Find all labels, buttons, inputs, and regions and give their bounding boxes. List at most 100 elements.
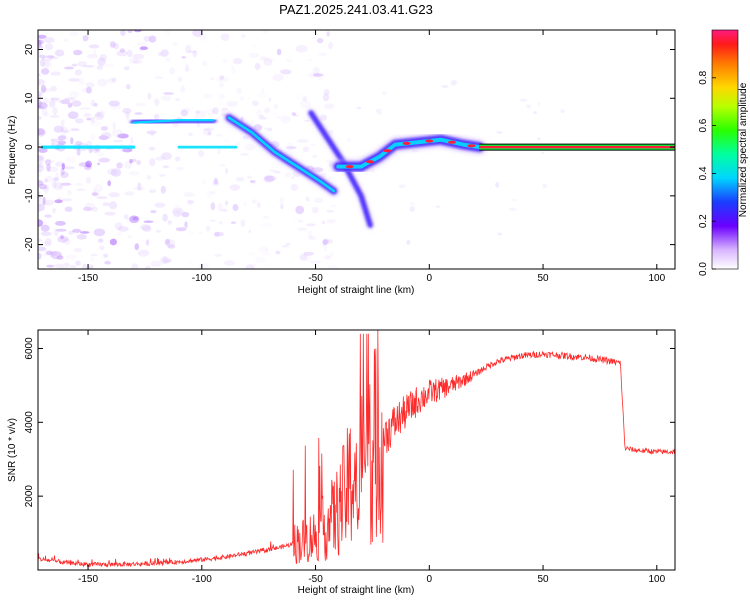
- colorbar-tick-label: 0.6: [698, 118, 709, 132]
- spectral-speckle: [560, 109, 565, 113]
- spectral-speckle: [126, 84, 131, 90]
- spectral-speckle: [54, 199, 63, 204]
- spectral-speckle: [58, 99, 66, 104]
- spectral-speckle: [322, 220, 326, 225]
- spectral-speckle: [86, 54, 99, 59]
- spectral-speckle: [90, 116, 95, 123]
- spectral-speckle: [180, 85, 186, 93]
- spectral-speckle: [89, 120, 102, 127]
- spectral-speckle: [68, 230, 74, 235]
- spectral-speckle: [323, 243, 328, 253]
- spectral-speckle: [248, 52, 260, 58]
- spectral-speckle: [537, 137, 541, 140]
- spectral-speckle: [235, 177, 245, 182]
- snr-panel: -150 -100 -50 0 50 100 2000 4000 6000 Height of…: [7, 329, 676, 596]
- x-tick-label: -100: [192, 273, 212, 284]
- spectral-speckle: [128, 171, 141, 176]
- x-tick-label: -100: [192, 574, 212, 585]
- spectral-speckle: [174, 156, 181, 162]
- spectral-speckle: [323, 89, 330, 96]
- spectral-speckle: [262, 252, 272, 256]
- spectral-speckle: [96, 65, 103, 70]
- spectrogram-y-label: Frequency (Hz): [7, 116, 18, 185]
- spectral-speckle: [264, 107, 270, 114]
- spectral-speckle: [275, 250, 281, 254]
- spectral-speckle: [160, 185, 166, 194]
- spectral-speckle: [187, 199, 195, 205]
- spectral-speckle: [46, 250, 53, 256]
- spectral-speckle: [185, 44, 192, 53]
- spectral-speckle: [88, 163, 92, 167]
- spectral-speckle: [495, 181, 500, 188]
- spectral-speckle: [103, 63, 115, 68]
- spectral-speckle: [44, 43, 54, 51]
- spectral-speckle: [38, 39, 45, 45]
- spectral-speckle: [147, 92, 152, 100]
- spectral-speckle: [101, 132, 112, 140]
- spectral-speckle: [38, 73, 41, 77]
- spectral-speckle: [38, 45, 44, 49]
- spectral-speckle: [142, 225, 152, 232]
- spectral-speckle: [46, 163, 51, 172]
- colorbar: 0.0 0.2 0.4 0.6 0.8 Normalized spectral ampl…: [698, 29, 749, 276]
- spectral-speckle: [330, 204, 337, 208]
- spectral-speckle: [203, 93, 213, 99]
- spectral-speckle: [60, 167, 65, 176]
- spectral-speckle: [212, 107, 219, 115]
- spectral-speckle: [320, 114, 328, 121]
- spectral-speckle: [246, 175, 253, 180]
- spectral-speckle: [356, 106, 362, 110]
- spectral-speckle: [519, 98, 528, 102]
- spectral-speckle: [537, 102, 541, 106]
- spectral-speckle: [272, 73, 284, 82]
- spectral-speckle: [327, 265, 339, 269]
- spectral-speckle: [346, 137, 351, 142]
- spectral-speckle: [97, 78, 108, 87]
- spectral-speckle: [163, 92, 174, 95]
- spectral-speckle: [259, 114, 265, 118]
- spectral-speckle: [42, 196, 46, 206]
- spectral-speckle: [38, 100, 42, 108]
- spectral-speckle: [220, 109, 226, 114]
- spectral-speckle: [533, 111, 537, 115]
- spectral-speckle: [175, 98, 180, 101]
- spectral-speckle: [263, 175, 275, 183]
- spectral-speckle: [137, 182, 142, 191]
- spectral-speckle: [328, 41, 333, 50]
- spectral-speckle: [183, 67, 191, 72]
- spectral-speckle: [291, 112, 296, 116]
- spectral-speckle: [160, 256, 172, 264]
- spectral-speckle: [72, 228, 82, 233]
- spectral-speckle: [317, 76, 323, 82]
- spectral-speckle: [280, 204, 284, 210]
- spectral-speckle: [82, 263, 88, 269]
- spectral-speckle: [78, 77, 85, 85]
- spectral-speckle: [70, 128, 80, 131]
- spectral-speckle: [199, 32, 206, 41]
- spectral-speckle: [167, 219, 172, 226]
- spectral-speckle: [104, 260, 111, 265]
- spectral-speckle: [186, 50, 197, 53]
- spectral-speckle: [321, 241, 326, 248]
- spectral-speckle: [154, 76, 164, 79]
- spectral-speckle: [409, 202, 415, 206]
- spectral-speckle: [209, 191, 216, 195]
- spectral-speckle: [38, 102, 48, 110]
- spectral-speckle: [50, 253, 61, 257]
- spectral-speckle: [117, 231, 122, 237]
- spectral-speckle: [85, 160, 92, 168]
- spectral-speckle: [40, 224, 50, 232]
- spectral-speckle: [239, 153, 250, 156]
- spectral-speckle: [406, 239, 411, 245]
- spectral-speckle: [94, 113, 103, 118]
- spectral-speckle: [285, 59, 292, 62]
- spectral-speckle: [411, 149, 419, 153]
- colorbar-tick-label: 0.8: [698, 70, 709, 84]
- spectral-speckle: [215, 134, 223, 137]
- spectral-speckle: [123, 214, 129, 220]
- spectral-speckle: [44, 214, 52, 218]
- spectral-speckle: [240, 219, 246, 227]
- spectral-speckle: [59, 134, 67, 140]
- spectral-speckle: [308, 236, 317, 241]
- spectral-speckle: [53, 177, 59, 182]
